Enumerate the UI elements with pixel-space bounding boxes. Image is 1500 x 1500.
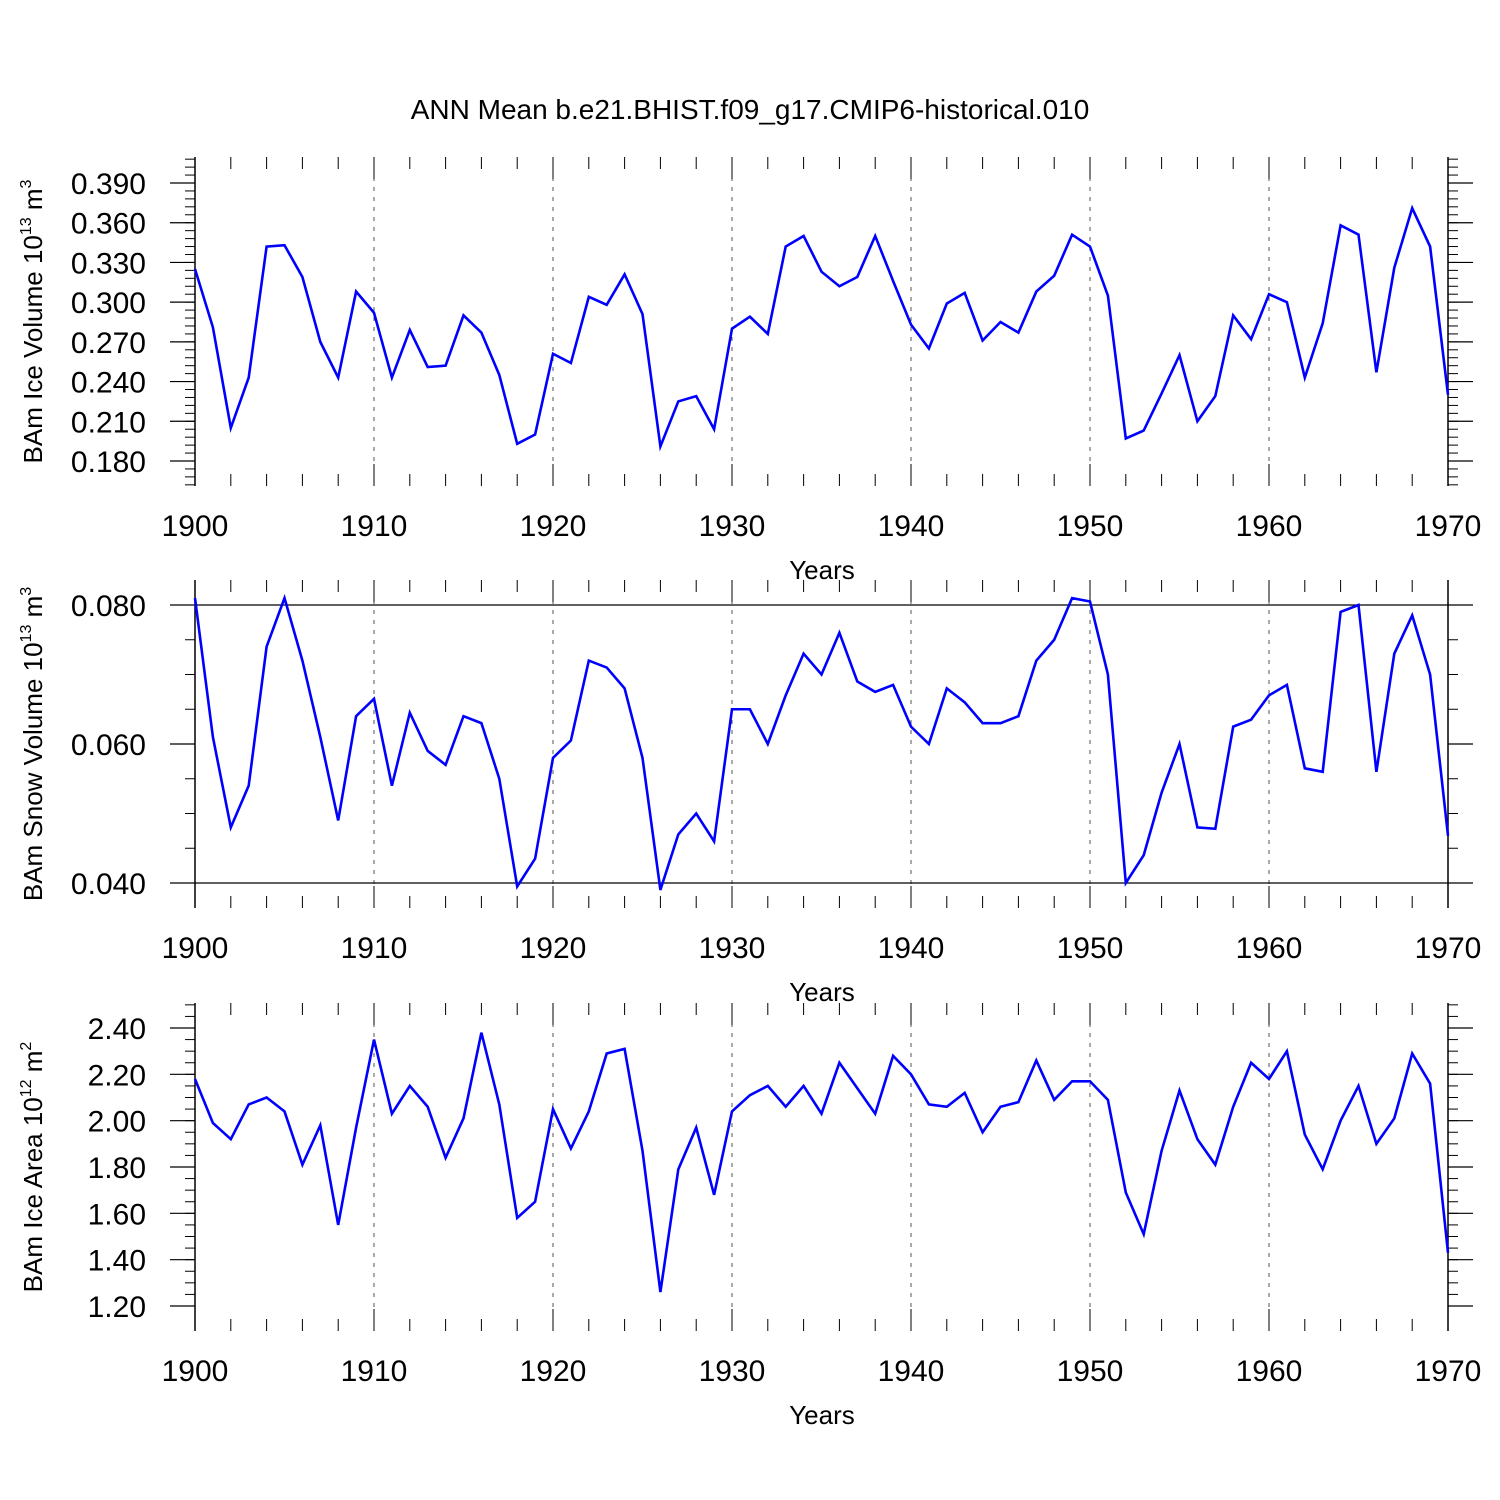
y-tick-label: 0.080	[71, 590, 146, 623]
y-tick-label: 1.20	[88, 1291, 146, 1324]
y-axis-label: BAm Ice Area 1012 m2	[18, 1042, 48, 1293]
x-tick-label: 1920	[520, 510, 587, 543]
y-tick-label: 0.180	[71, 446, 146, 479]
y-tick-label: 0.300	[71, 287, 146, 320]
x-tick-label: 1950	[1057, 1355, 1124, 1388]
y-tick-label: 0.060	[71, 729, 146, 762]
y-axis-label-main: BAm Ice Area 10	[18, 1097, 48, 1292]
y-tick-label: 1.80	[88, 1152, 146, 1185]
y-axis-label-exponent: 13	[18, 625, 35, 643]
y-axis-label-unit: m	[18, 596, 48, 625]
x-tick-label: 1910	[341, 932, 408, 965]
y-axis-label-main: BAm Ice Volume 10	[18, 235, 48, 463]
y-tick-label: 1.60	[88, 1198, 146, 1231]
y-tick-label: 0.360	[71, 208, 146, 241]
x-tick-label: 1960	[1236, 932, 1303, 965]
y-axis-label-exponent: 13	[18, 217, 35, 235]
y-tick-label: 2.40	[88, 1013, 146, 1046]
x-axis-label: Years	[789, 555, 855, 585]
x-tick-label: 1930	[699, 932, 766, 965]
x-tick-label: 1940	[878, 932, 945, 965]
y-axis-label: BAm Snow Volume 1013 m3	[18, 587, 48, 901]
y-tick-label: 0.390	[71, 168, 146, 201]
series-line-1	[193, 593, 1450, 891]
x-tick-label: 1960	[1236, 1355, 1303, 1388]
series-line-1	[193, 204, 1450, 452]
x-tick-label: 1970	[1415, 1355, 1482, 1388]
y-tick-label: 2.00	[88, 1106, 146, 1139]
y-tick-label: 0.270	[71, 327, 146, 360]
x-tick-label: 1930	[699, 1355, 766, 1388]
x-tick-label: 1940	[878, 510, 945, 543]
y-tick-label: 0.210	[71, 406, 146, 439]
x-tick-label: 1970	[1415, 510, 1482, 543]
y-axis-label-unit: m	[18, 188, 48, 217]
y-tick-label: 1.40	[88, 1245, 146, 1278]
series-line-1	[193, 1032, 1450, 1293]
y-tick-label: 0.240	[71, 367, 146, 400]
y-axis-label-unit-exponent: 3	[18, 179, 35, 188]
x-tick-label: 1960	[1236, 510, 1303, 543]
x-tick-label: 1950	[1057, 510, 1124, 543]
x-tick-label: 1900	[162, 932, 229, 965]
x-tick-label: 1940	[878, 1355, 945, 1388]
x-tick-label: 1920	[520, 1355, 587, 1388]
panels-group: 0.180 0.210 0.240 0.270 0.300 0.330 0.360 0.390…	[18, 157, 1481, 1430]
figure-title: ANN Mean b.e21.BHIST.f09_g17.CMIP6-histo…	[411, 94, 1090, 125]
x-tick-label: 1920	[520, 932, 587, 965]
y-tick-label: 0.040	[71, 868, 146, 901]
x-tick-label: 1910	[341, 1355, 408, 1388]
x-tick-label: 1910	[341, 510, 408, 543]
y-axis-label-exponent: 12	[18, 1079, 35, 1097]
x-tick-label: 1970	[1415, 932, 1482, 965]
y-tick-label: 2.20	[88, 1059, 146, 1092]
y-axis-label-main: BAm Snow Volume 10	[18, 642, 48, 901]
y-axis-label-unit: m	[18, 1051, 48, 1080]
y-axis-label: BAm Ice Volume 1013 m3	[18, 179, 48, 463]
x-tick-label: 1930	[699, 510, 766, 543]
y-axis-label-unit-exponent: 2	[18, 1042, 35, 1051]
x-tick-label: 1900	[162, 510, 229, 543]
x-tick-label: 1900	[162, 1355, 229, 1388]
x-axis-label: Years	[789, 977, 855, 1007]
chart-panel-3: 1.20 1.40 1.60 1.80 2.00 2.20 2.40 1900 1910 1920…	[18, 1003, 1481, 1430]
y-tick-label: 0.330	[71, 247, 146, 280]
chart-panel-2: 0.040 0.060 0.080 1900 1910 1920 1930 1940 1950 1…	[18, 580, 1481, 1007]
x-axis-label: Years	[789, 1400, 855, 1430]
y-axis-label-unit-exponent: 3	[18, 587, 35, 596]
x-tick-label: 1950	[1057, 932, 1124, 965]
chart-panel-1: 0.180 0.210 0.240 0.270 0.300 0.330 0.360 0.390…	[18, 157, 1481, 585]
